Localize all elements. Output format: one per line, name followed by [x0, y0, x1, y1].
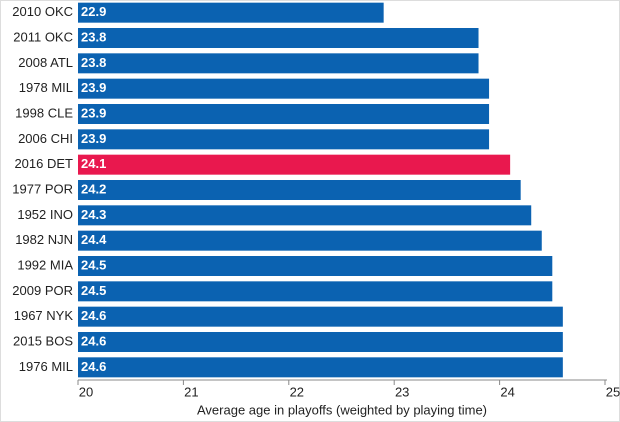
value-label: 23.9	[81, 80, 106, 95]
y-tick-label: 1982 NJN	[15, 232, 73, 247]
y-tick-label: 1978 MIL	[19, 80, 73, 95]
bar	[78, 205, 532, 226]
bar	[78, 256, 553, 276]
bar	[78, 357, 563, 378]
bar	[78, 306, 563, 327]
y-tick-label: 1977 POR	[12, 181, 73, 196]
x-axis-label: Average age in playoffs (weighted by pla…	[197, 402, 487, 417]
bar	[78, 28, 479, 48]
value-label: 23.8	[81, 29, 106, 44]
value-label: 24.4	[81, 232, 107, 247]
value-label: 23.8	[81, 55, 106, 70]
x-tick-label: 24	[500, 384, 514, 399]
x-tick-label: 21	[184, 384, 198, 399]
y-tick-label: 1998 CLE	[15, 105, 73, 120]
x-tick-label: 22	[290, 384, 304, 399]
value-label: 23.9	[81, 131, 106, 146]
x-tick-label: 25	[606, 384, 620, 399]
value-label: 24.6	[81, 359, 106, 374]
value-label: 24.5	[81, 283, 106, 298]
y-tick-label: 2009 POR	[12, 283, 73, 298]
y-tick-label: 2010 OKC	[12, 4, 73, 19]
bar	[78, 332, 563, 352]
bar	[78, 154, 511, 175]
y-tick-label: 2011 OKC	[13, 29, 73, 44]
bar	[78, 2, 384, 23]
value-label: 24.6	[81, 308, 106, 323]
value-label: 22.9	[81, 4, 106, 19]
value-label: 24.6	[81, 333, 106, 348]
bar	[78, 180, 521, 200]
value-label: 24.1	[81, 156, 106, 171]
bar	[78, 129, 490, 150]
value-label: 24.3	[81, 207, 106, 222]
y-tick-label: 2016 DET	[14, 156, 73, 171]
y-tick-label: 2008 ATL	[18, 55, 73, 70]
y-tick-label: 1967 NYK	[14, 308, 74, 323]
y-tick-label: 2015 BOS	[13, 333, 73, 348]
x-tick-label: 20	[79, 384, 93, 399]
bar	[78, 78, 490, 99]
y-tick-label: 1976 MIL	[19, 359, 73, 374]
bar	[78, 104, 490, 124]
value-label: 24.5	[81, 257, 106, 272]
value-label: 24.2	[81, 181, 106, 196]
bar	[78, 230, 542, 251]
y-tick-label: 1952 INO	[17, 207, 73, 222]
x-tick-label: 23	[395, 384, 409, 399]
value-label: 23.9	[81, 105, 106, 120]
bar	[78, 281, 553, 302]
y-tick-label: 2006 CHI	[18, 131, 73, 146]
y-tick-label: 1992 MIA	[17, 257, 73, 272]
bar	[78, 53, 479, 74]
